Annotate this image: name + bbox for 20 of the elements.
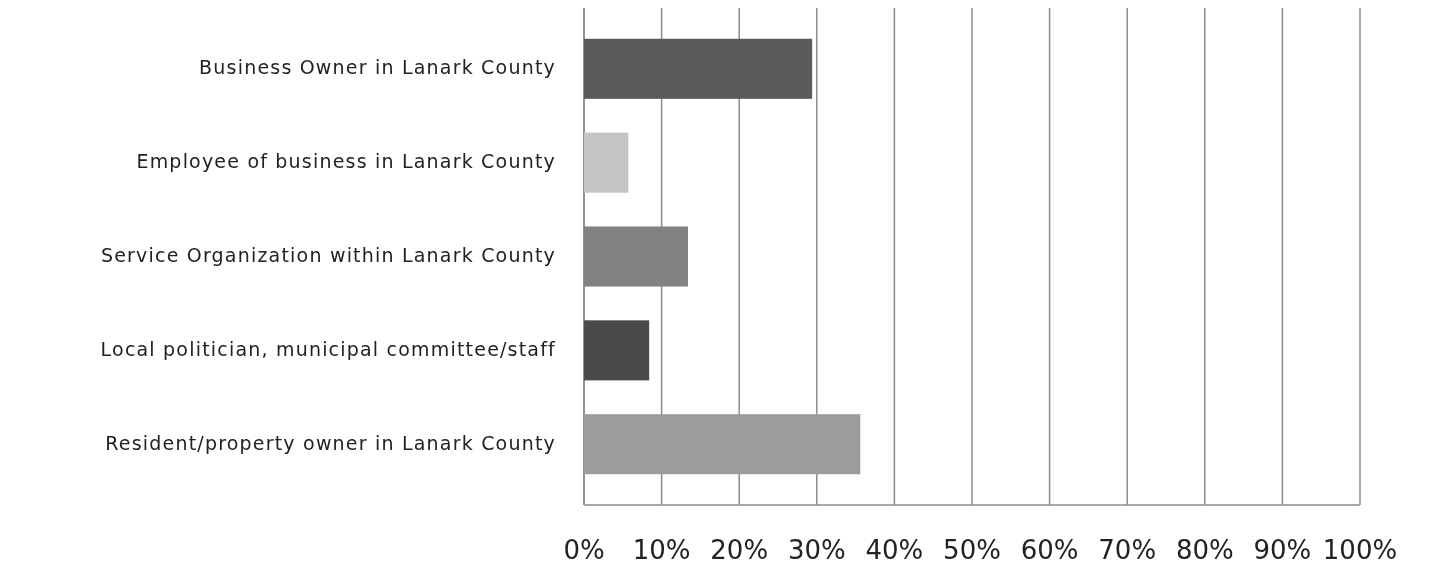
x-tick-label: 80%	[1175, 534, 1234, 565]
x-tick-label: 10%	[632, 534, 691, 565]
x-tick-label: 20%	[710, 534, 769, 565]
x-tick-label: 0%	[563, 534, 605, 565]
x-tick-label: 30%	[787, 534, 846, 565]
x-tick-label: 50%	[943, 534, 1001, 565]
bar	[584, 414, 861, 475]
x-tick-label: 60%	[1020, 534, 1079, 565]
x-tick-label: 70%	[1098, 534, 1157, 565]
x-tick-label: 100%	[1322, 534, 1398, 565]
y-tick-label: Resident/property owner in Lanark County	[105, 431, 556, 454]
y-tick-label: Local politician, municipal committee/staff	[100, 337, 557, 360]
x-tick-label: 90%	[1253, 534, 1312, 565]
y-tick-label: Employee of business in Lanark County	[136, 150, 556, 173]
bar	[584, 38, 813, 99]
y-tick-label: Service Organization within Lanark County	[100, 244, 556, 266]
y-tick-label: Business Owner in Lanark County	[199, 56, 556, 79]
x-tick-label: 40%	[865, 534, 924, 565]
bar	[584, 132, 629, 193]
bar	[584, 320, 650, 381]
